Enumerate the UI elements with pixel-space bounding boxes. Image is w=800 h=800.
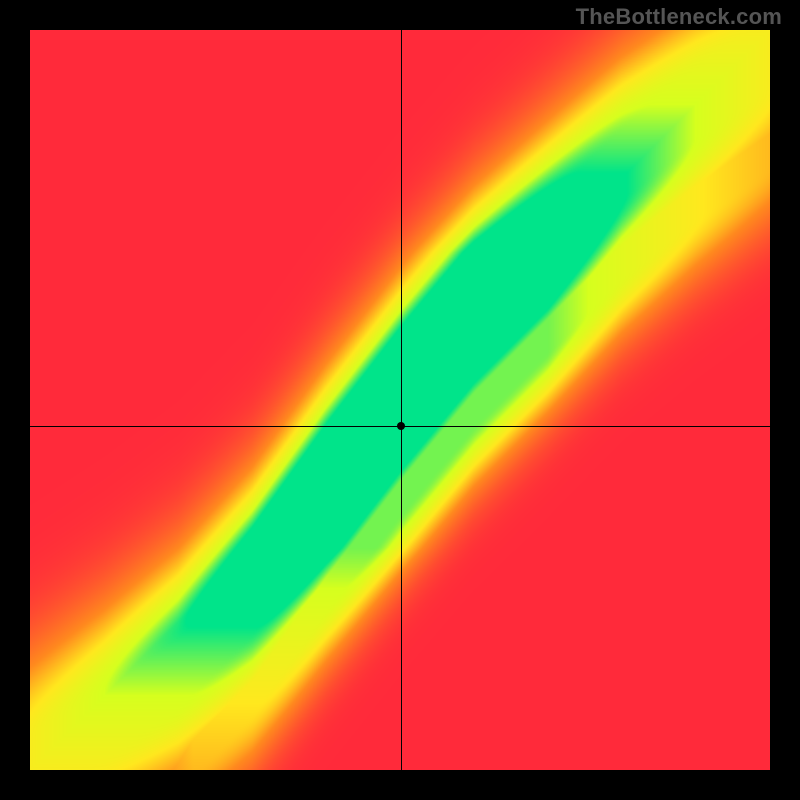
figure-container: TheBottleneck.com <box>0 0 800 800</box>
crosshair-marker <box>397 422 405 430</box>
plot-area <box>30 30 770 770</box>
watermark-text: TheBottleneck.com <box>576 4 782 30</box>
crosshair-vertical <box>401 30 402 770</box>
heatmap-canvas <box>30 30 770 770</box>
